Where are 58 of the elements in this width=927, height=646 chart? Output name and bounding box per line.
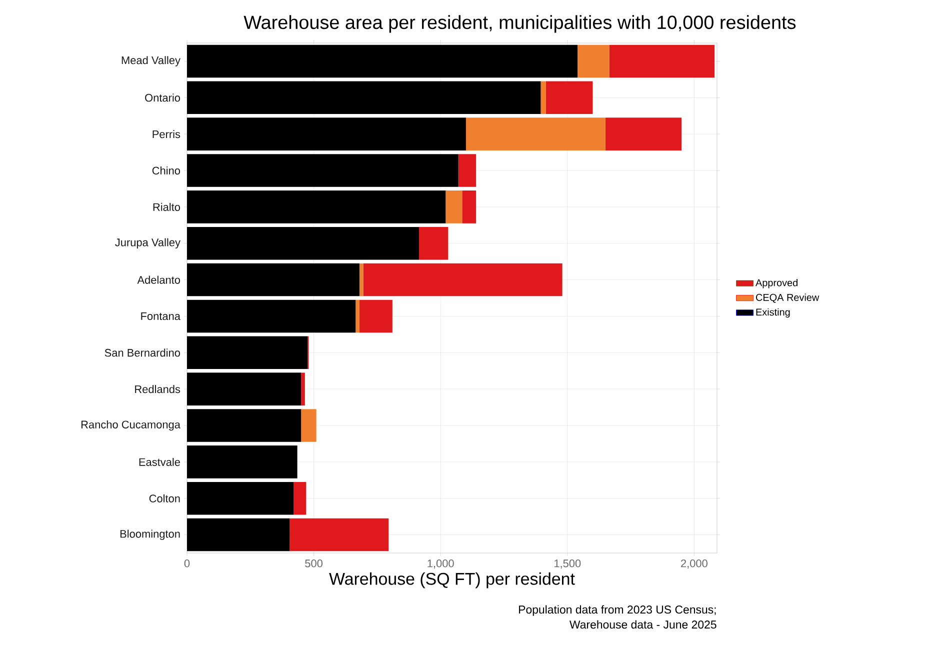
bar (187, 118, 466, 150)
bar (301, 372, 305, 406)
bar (462, 190, 476, 224)
y-tick-label: Fontana (141, 312, 180, 320)
bar (446, 190, 462, 224)
x-tick-label: 500 (305, 560, 322, 568)
legend-label: CEQA Review (756, 294, 820, 303)
bar (187, 300, 356, 333)
bar (187, 226, 420, 260)
bar (290, 518, 389, 552)
bar (187, 44, 578, 78)
y-tick-label: Chino (152, 166, 180, 175)
y-tick-label: Rancho Cucamonga (81, 420, 180, 431)
y-tick-label: Mead Valley (122, 56, 180, 66)
bar (187, 336, 308, 370)
bar (187, 446, 298, 478)
chart-title: Warehouse area per resident, municipalities with 10,000 residents (244, 15, 796, 33)
y-tick-label: San Bernardino (104, 348, 180, 357)
bar (187, 263, 360, 296)
bar (187, 482, 294, 515)
bar (187, 372, 302, 406)
bar (540, 81, 546, 114)
x-axis-title: Warehouse (SQ FT) per resident (329, 572, 575, 588)
bar (187, 154, 458, 187)
x-tick-label: 1,500 (554, 560, 581, 569)
y-tick-label: Ontario (145, 94, 180, 102)
y-tick-label: Adelanto (137, 276, 180, 284)
bar (359, 300, 392, 333)
bar (187, 81, 541, 114)
bar (609, 44, 714, 78)
bar (301, 409, 316, 442)
bar (187, 518, 290, 552)
bar (458, 154, 476, 187)
y-tick-label: Rialto (153, 202, 180, 211)
y-tick-label: Perris (152, 130, 180, 138)
bar (466, 118, 606, 150)
bar (419, 226, 448, 260)
bar (294, 482, 306, 515)
x-tick-label: 2,000 (681, 560, 708, 569)
y-tick-label: Eastvale (139, 458, 180, 466)
legend-label: Existing (756, 308, 790, 318)
bar (605, 118, 682, 150)
y-tick-label: Jurupa Valley (115, 238, 180, 248)
bar (578, 44, 610, 78)
y-tick-label: Bloomington (120, 530, 180, 540)
y-tick-label: Redlands (135, 385, 180, 394)
legend-label: Approved (756, 278, 798, 288)
y-tick-label: Colton (149, 494, 180, 502)
text: Warehouse data - June 2025 (570, 620, 716, 629)
bar (363, 263, 562, 296)
bar (546, 81, 593, 114)
x-tick-label: 0 (184, 560, 190, 568)
bar (187, 190, 446, 224)
bar (356, 300, 360, 333)
text: Population data from 2023 US Census; (519, 605, 716, 616)
x-tick-label: 1,000 (428, 560, 454, 569)
bar (187, 409, 302, 442)
bar (359, 263, 364, 296)
